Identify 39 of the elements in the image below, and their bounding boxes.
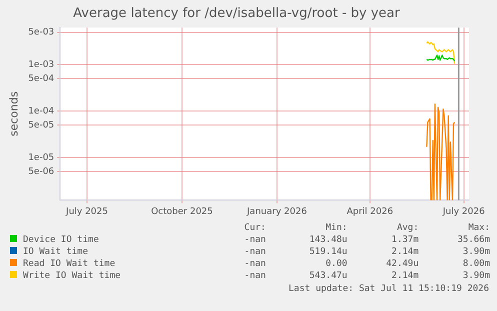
text: Last update: Sat Jul 11 15:10:19 2026 [288, 283, 490, 296]
text: Cur: [243, 222, 266, 234]
text: Max: [467, 222, 490, 234]
text: 42.49u [385, 258, 419, 270]
x-tick-label: July 2026 [442, 206, 486, 217]
chart-title: Average latency for /dev/isabella-vg/root - by year [73, 6, 400, 22]
y-axis-title: seconds [7, 91, 20, 136]
text: 519.14u [308, 246, 348, 258]
text: -nan [243, 246, 266, 258]
legend-label: Device IO time [22, 234, 100, 246]
text: -nan [243, 234, 266, 246]
y-tick-label: 5e-04 [28, 74, 54, 84]
legend-label: Read IO Wait time [22, 258, 116, 270]
x-tick-label: July 2025 [65, 206, 108, 217]
text: 1.37m [390, 234, 419, 246]
y-tick-label: 5e-06 [28, 166, 54, 177]
text: 0.00 [324, 258, 348, 270]
text: 8.00m [462, 258, 490, 270]
y-tick-label: 1e-03 [28, 60, 54, 70]
legend-label: Write IO Wait time [22, 270, 122, 282]
text: 3.90m [462, 246, 490, 258]
text: Min: [324, 222, 348, 234]
x-tick-label: January 2026 [246, 206, 308, 217]
x-tick-label: April 2026 [346, 206, 394, 217]
y-tick-label: 1e-04 [28, 106, 54, 116]
text: 143.48u [308, 234, 348, 246]
text: 2.14m [390, 270, 419, 282]
y-tick-label: 5e-03 [28, 28, 54, 38]
y-tick-label: 1e-05 [28, 152, 54, 163]
text: 35.66m [456, 234, 490, 246]
text: -nan [243, 258, 266, 270]
x-tick-label: October 2025 [151, 206, 213, 217]
text: 2.14m [390, 246, 419, 258]
text: 543.47u [308, 270, 348, 282]
text: 3.90m [462, 270, 490, 282]
y-tick-label: 5e-05 [28, 120, 54, 130]
text: -nan [243, 270, 266, 282]
text: Avg: [396, 222, 419, 234]
legend-label: IO Wait time [22, 246, 90, 258]
